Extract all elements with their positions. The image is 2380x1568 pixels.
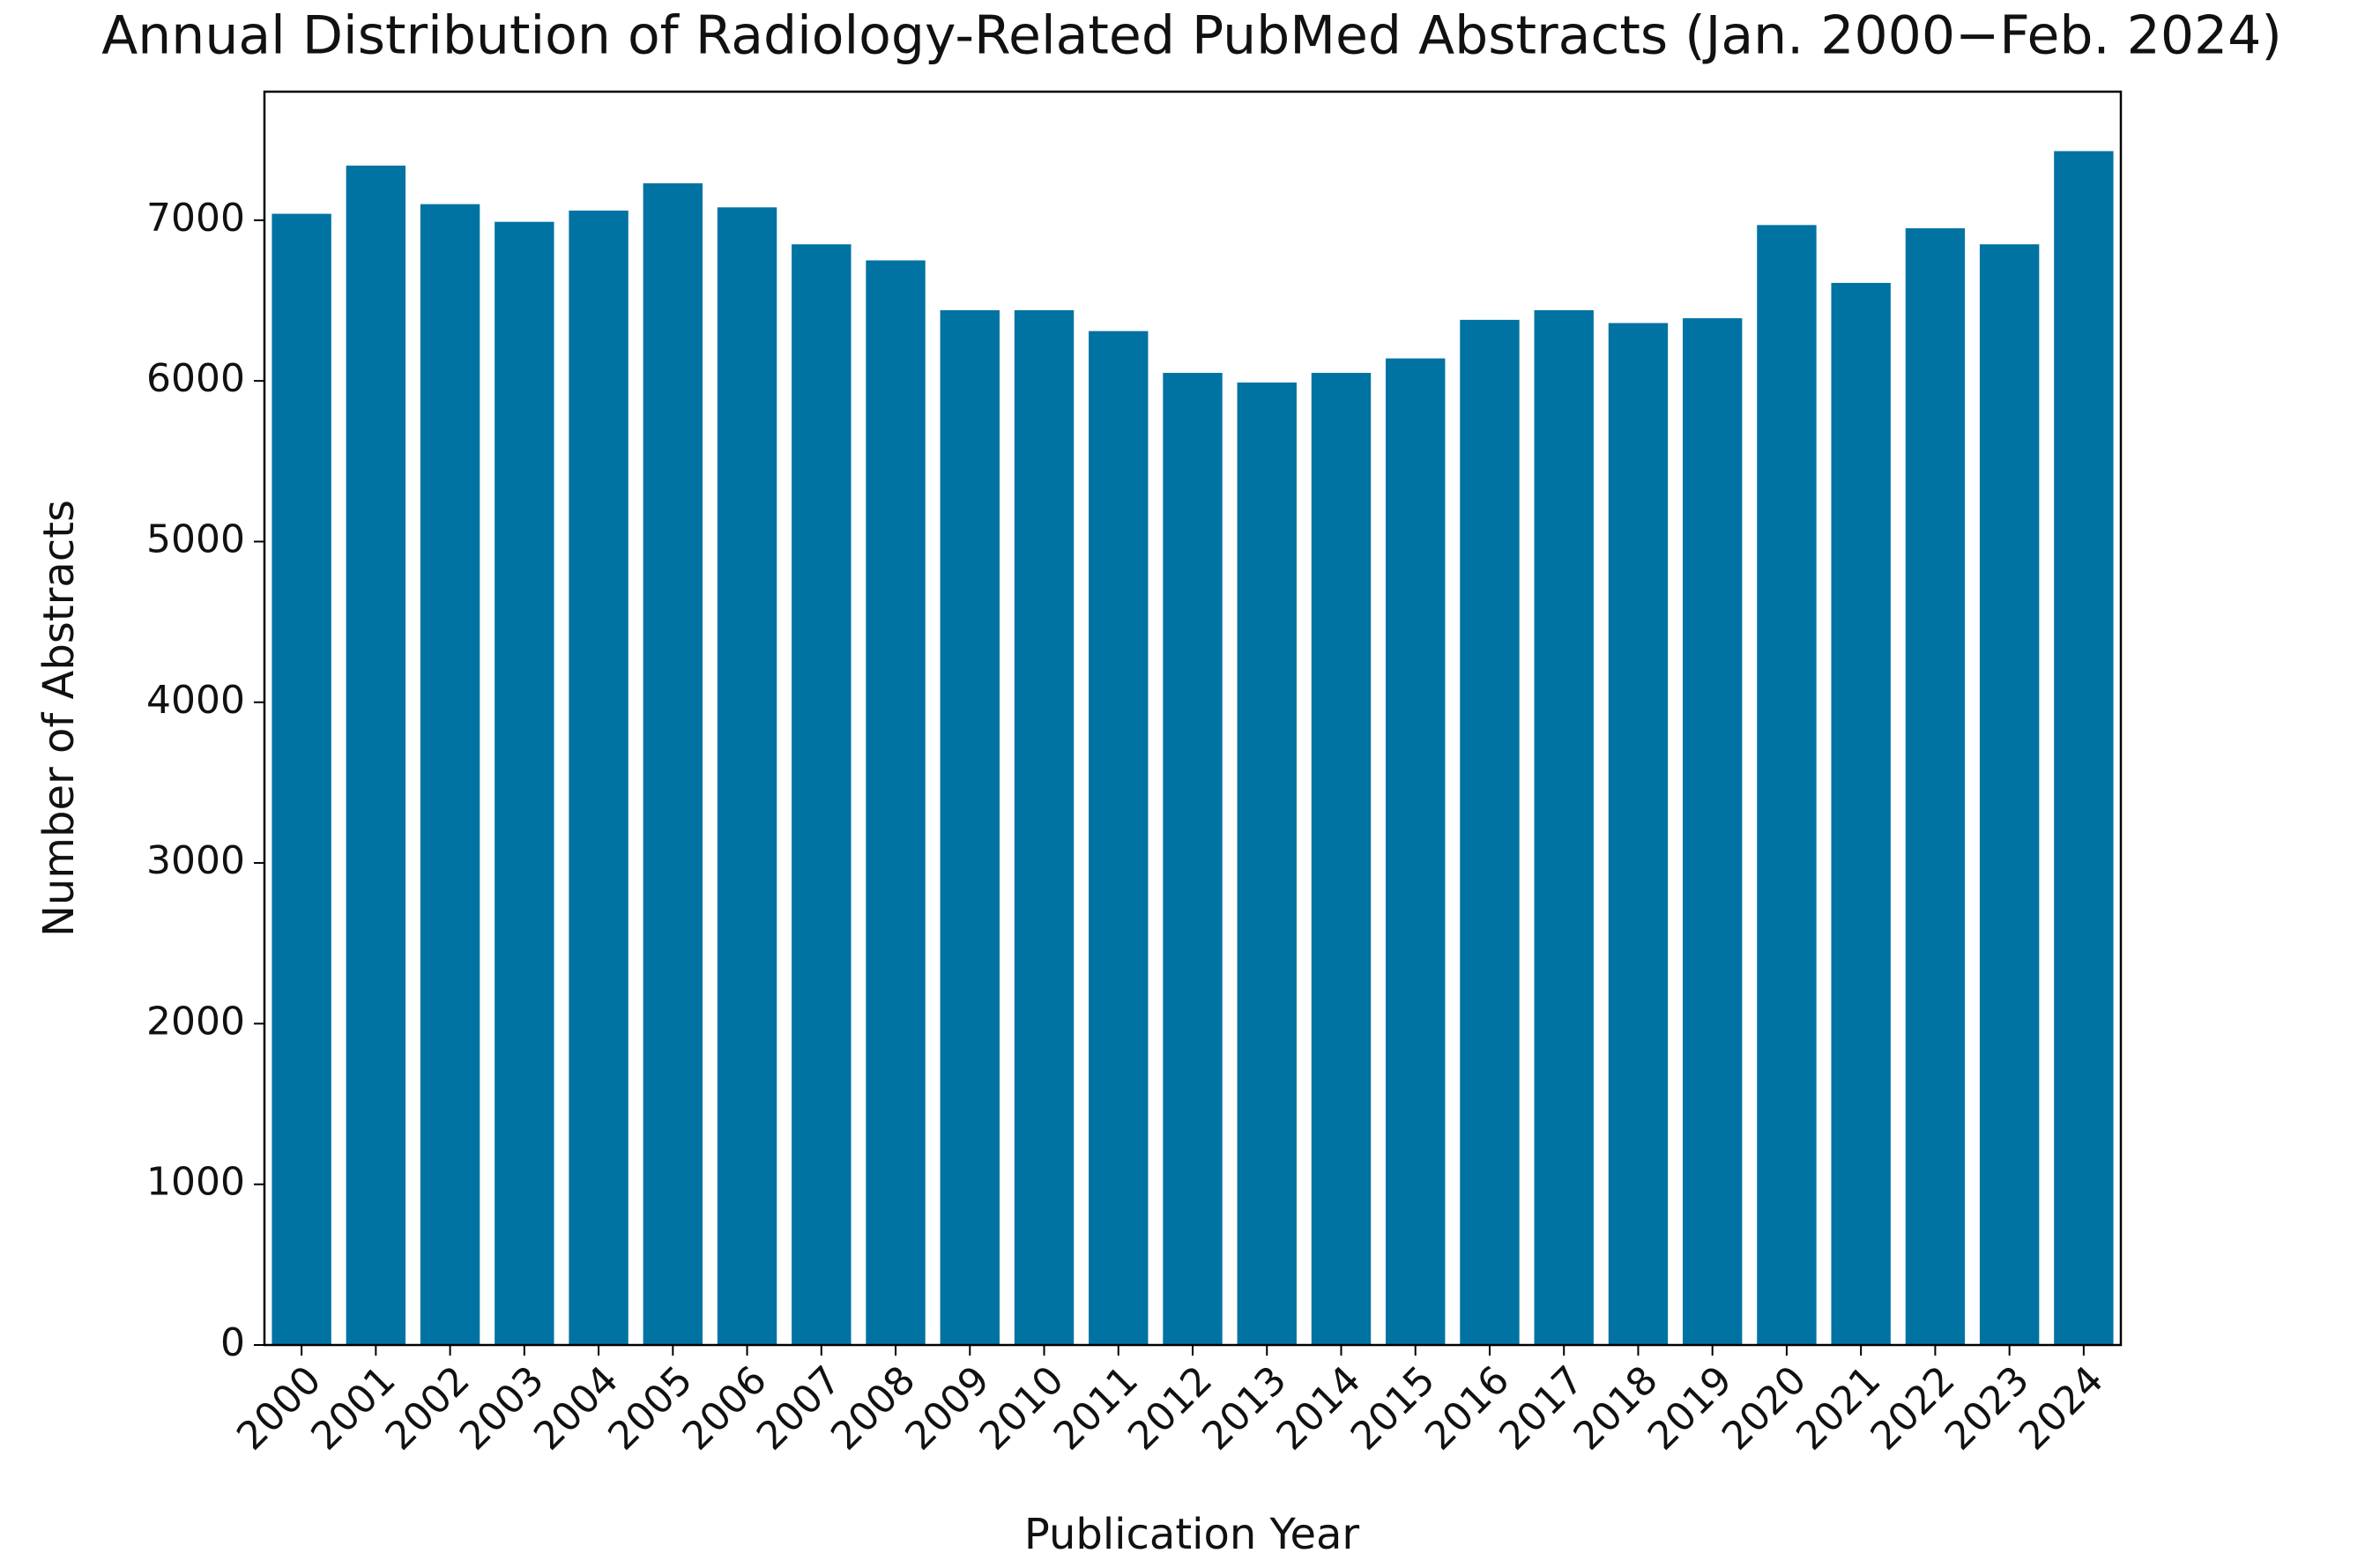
x-tick-label: 2021 (1788, 1357, 1889, 1459)
x-tick-label: 2013 (1194, 1357, 1295, 1459)
bar (1460, 319, 1520, 1345)
y-tick-label: 0 (220, 1320, 245, 1365)
x-tick-label: 2015 (1342, 1357, 1444, 1459)
bar (2054, 151, 2114, 1345)
x-tick-label: 2020 (1714, 1357, 1815, 1459)
bar (420, 204, 480, 1346)
bar (1534, 309, 1594, 1345)
bar (1682, 318, 1743, 1345)
bar (569, 210, 628, 1345)
y-tick-label: 4000 (146, 678, 245, 723)
x-tick-label: 2012 (1119, 1357, 1221, 1459)
x-tick-label: 2010 (971, 1357, 1073, 1459)
bar (1311, 373, 1372, 1345)
bar (1979, 244, 2040, 1345)
x-axis-label: Publication Year (1024, 1510, 1360, 1559)
x-tick-label: 2017 (1491, 1357, 1592, 1459)
bar (495, 221, 554, 1346)
x-tick-label: 2006 (674, 1357, 776, 1459)
x-tick-label: 2022 (1862, 1357, 1963, 1459)
bar (1089, 331, 1149, 1346)
y-tick-label: 2000 (146, 999, 245, 1044)
bar (1386, 358, 1446, 1346)
bar (940, 309, 1000, 1345)
bar (346, 165, 406, 1345)
x-tick-label: 2009 (896, 1357, 998, 1459)
x-tick-label: 2023 (1937, 1357, 2038, 1459)
y-axis-label: Number of Abstracts (34, 500, 84, 937)
bar (1014, 309, 1075, 1345)
y-tick-label: 5000 (146, 516, 245, 561)
x-tick-label: 2002 (377, 1357, 479, 1459)
x-tick-label: 2019 (1640, 1357, 1741, 1459)
x-tick-label: 2003 (451, 1357, 553, 1459)
bar (717, 207, 777, 1346)
x-tick-label: 2014 (1268, 1357, 1369, 1459)
bar (1237, 382, 1297, 1345)
bar (1905, 227, 1966, 1345)
bar (792, 244, 852, 1345)
bar (866, 260, 926, 1345)
x-tick-label: 2011 (1045, 1357, 1147, 1459)
x-tick-label: 2000 (228, 1357, 330, 1459)
bar (1831, 282, 1891, 1345)
y-tick-label: 1000 (146, 1160, 245, 1205)
bar (1757, 225, 1817, 1345)
x-tick-label: 2001 (302, 1357, 404, 1459)
plot-frame (263, 90, 2123, 1347)
y-tick-label: 3000 (146, 838, 245, 883)
x-tick-label: 2016 (1417, 1357, 1518, 1459)
y-tick-label: 7000 (146, 196, 245, 241)
y-tick-label: 6000 (146, 356, 245, 401)
x-tick-label: 2005 (599, 1357, 701, 1459)
bar (271, 213, 331, 1346)
bar (1608, 323, 1669, 1345)
chart-title: Annual Distribution of Radiology-Related… (101, 5, 2282, 67)
bar (1163, 373, 1223, 1345)
bar (643, 182, 703, 1345)
x-tick-label: 2018 (1565, 1357, 1666, 1459)
x-tick-label: 2024 (2011, 1357, 2112, 1459)
x-tick-label: 2004 (525, 1357, 627, 1459)
x-tick-label: 2008 (822, 1357, 924, 1459)
x-tick-label: 2007 (748, 1357, 850, 1459)
